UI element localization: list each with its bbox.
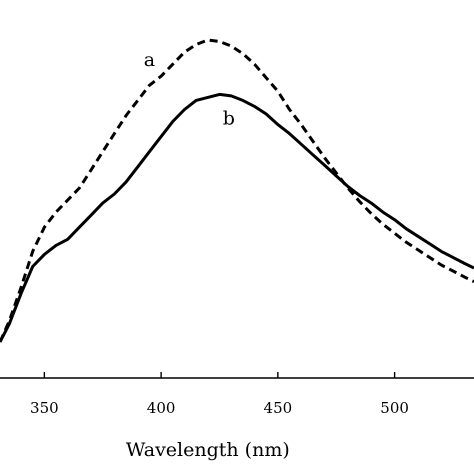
- series-label-b: b: [223, 107, 235, 129]
- series-layer: [0, 38, 474, 343]
- x-axis-title: Wavelength (nm): [126, 439, 290, 461]
- x-tick-layer: 350 400 450 500: [30, 372, 409, 417]
- series-line-b: [0, 92, 474, 343]
- x-tick-label-450: 450: [264, 399, 293, 417]
- x-tick-label-350: 350: [30, 399, 59, 417]
- x-tick-label-500: 500: [380, 399, 409, 417]
- series-line-a: [0, 38, 474, 343]
- x-tick-label-400: 400: [147, 399, 176, 417]
- series-label-a: a: [144, 49, 155, 71]
